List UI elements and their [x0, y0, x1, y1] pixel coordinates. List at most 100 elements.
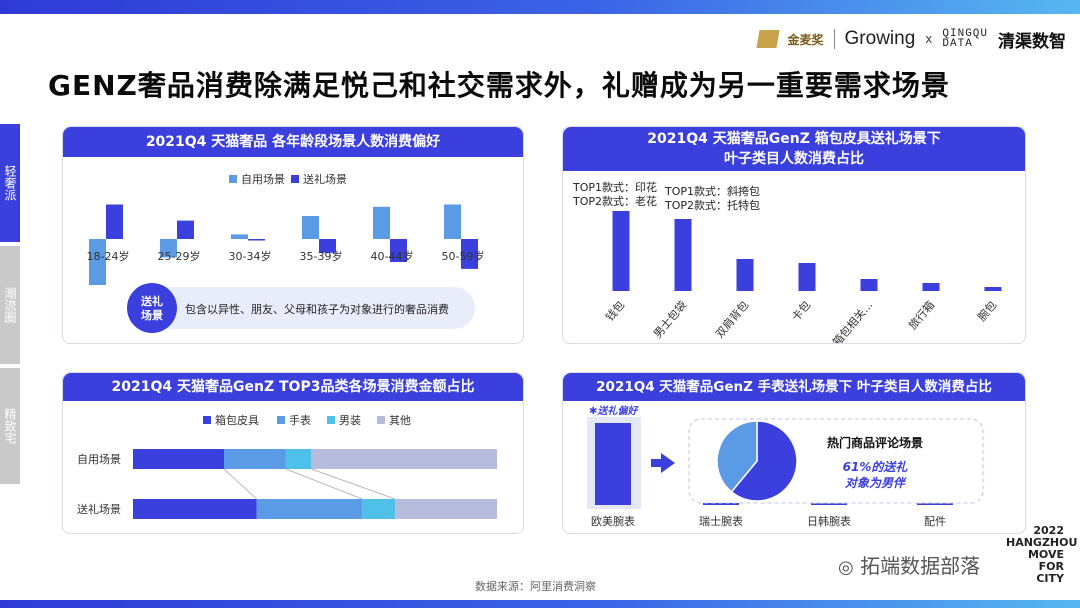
- bar: [612, 211, 630, 291]
- category-label: 18-24岁: [87, 249, 130, 263]
- event-year: 2022: [1033, 524, 1064, 537]
- stacked-bar-segment: [256, 499, 363, 519]
- bags-gift-chart: 钱包 男士包袋 双肩背包 卡包 箱包相关... 旅行箱 腕包TOP1款式：印花TOP2款式：…: [572, 180, 1002, 343]
- panel-bags-gift: 2021Q4 天猫奢品GenZ 箱包皮具送礼场景下 叶子类目人数消费占比 钱包男…: [562, 126, 1026, 344]
- category-label: 配件: [924, 515, 946, 528]
- legend-swatch: [377, 416, 385, 424]
- legend-swatch: [291, 175, 299, 183]
- qingqu-logo-bottom: DATA: [942, 38, 973, 50]
- side-tab-home[interactable]: 精致宅: [0, 368, 20, 484]
- annotation-text: TOP1款式：印花: [572, 180, 657, 194]
- bar: [302, 216, 319, 239]
- category-label: 自用场景: [77, 452, 121, 466]
- bar: [444, 204, 461, 239]
- category-label: 日韩腕表: [807, 514, 851, 528]
- stacked-bar-segment: [133, 449, 224, 469]
- pie-slice: [716, 420, 758, 493]
- watermark-text: 拓端数据部落: [860, 554, 981, 578]
- category-label: 双肩背包: [712, 298, 751, 341]
- callout-text: 包含以异性、朋友、父母和孩子为对象进行的奢品消费: [185, 302, 449, 316]
- legend-label: 男装: [339, 414, 361, 427]
- panel-watch-gift-title: 2021Q4 天猫奢品GenZ 手表送礼场景下 叶子类目人数消费占比: [563, 373, 1025, 401]
- qingqu-logo-mark: QINGQU DATA: [942, 29, 988, 50]
- side-tab-light-luxury[interactable]: 轻奢派: [0, 124, 20, 242]
- bottom-gradient-bar: [0, 600, 1080, 608]
- bar: [89, 239, 106, 285]
- panel-age-scene: 2021Q4 天猫奢品 各年龄段场景人数消费偏好 自用场景 送礼场景 18-24岁 2…: [62, 126, 524, 344]
- legend-label: 箱包皮具: [215, 413, 259, 427]
- legend-swatch: [229, 175, 237, 183]
- connector-line: [285, 468, 363, 500]
- category-label: 箱包相关...: [830, 298, 876, 343]
- stacked-bar-segment: [224, 449, 286, 469]
- category-label: 35-39岁: [300, 249, 343, 263]
- bar: [595, 423, 631, 505]
- bar: [177, 220, 194, 239]
- bar: [106, 204, 123, 239]
- category-label: 瑞士腕表: [699, 514, 743, 528]
- side-tab-label: 潮流圈: [3, 287, 17, 323]
- pie-title: 热门商品评论场景: [827, 435, 923, 450]
- logo-divider: [833, 29, 835, 49]
- callout-tag-line2: 场景: [141, 308, 163, 322]
- watermark: ◎ 拓端数据部落: [838, 550, 980, 579]
- panel-top3-amount: 2021Q4 天猫奢品GenZ TOP3品类各场景消费金额占比 箱包皮具 手表 男装…: [62, 372, 524, 534]
- top-gradient-bar: [0, 0, 1080, 14]
- jinmai-logo-icon: [755, 30, 780, 48]
- side-tab-trend[interactable]: 潮流圈: [0, 246, 20, 364]
- panel-bags-gift-title-text: 2021Q4 天猫奢品GenZ 箱包皮具送礼场景下 叶子类目人数消费占比: [647, 131, 941, 167]
- bar: [319, 239, 336, 253]
- category-label: 腕包: [974, 298, 999, 324]
- category-label: 男士包袋: [650, 298, 689, 341]
- panel-top3-amount-title: 2021Q4 天猫奢品GenZ TOP3品类各场景消费金额占比: [63, 373, 523, 401]
- qingqu-logo-text: 清渠数智: [998, 31, 1066, 52]
- category-label: 欧美腕表: [591, 514, 635, 528]
- annotation-text: TOP1款式：斜挎包: [664, 184, 760, 198]
- category-label: 送礼场景: [77, 502, 121, 516]
- bar: [160, 239, 177, 258]
- highlight-label: ✱送礼偏好: [589, 405, 639, 417]
- legend-label: 送礼场景: [303, 172, 347, 186]
- pie-slice: [730, 420, 798, 502]
- legend-swatch: [203, 416, 211, 424]
- bar: [984, 287, 1002, 291]
- bar: [798, 263, 816, 291]
- bar: [811, 503, 847, 505]
- callout-tag-line1: 送礼: [140, 294, 163, 308]
- arrow-shaft: [651, 459, 661, 467]
- legend-label: 自用场景: [241, 172, 285, 186]
- annotation-text: TOP2款式：托特包: [664, 198, 760, 212]
- connector-line: [311, 468, 396, 500]
- category-label: 旅行箱: [905, 298, 937, 332]
- panel-age-scene-title: 2021Q4 天猫奢品 各年龄段场景人数消费偏好: [63, 127, 523, 157]
- pie-text-line2: 对象为男伴: [845, 476, 907, 490]
- annotation-text: TOP2款式：老花: [572, 194, 657, 208]
- bar: [922, 283, 940, 291]
- side-tabs: 轻奢派 潮流圈 精致宅: [0, 124, 22, 484]
- bar: [736, 259, 754, 291]
- category-label: 25-29岁: [158, 249, 201, 263]
- panel-bags-gift-title: 2021Q4 天猫奢品GenZ 箱包皮具送礼场景下 叶子类目人数消费占比: [563, 127, 1025, 171]
- stacked-bar-segment: [395, 499, 497, 519]
- bar: [390, 239, 407, 262]
- side-tab-label: 轻奢派: [3, 165, 17, 201]
- logo-bar: 金麦奖 Growing x QINGQU DATA 清渠数智: [755, 26, 1066, 52]
- bar: [674, 219, 692, 291]
- bar: [860, 279, 878, 291]
- category-label: 钱包: [602, 298, 627, 324]
- bar: [461, 239, 478, 269]
- stacked-bar-segment: [311, 449, 497, 469]
- legend-swatch: [277, 416, 285, 424]
- callout-background: [135, 287, 475, 329]
- bar: [248, 239, 265, 241]
- growing-logo: Growing: [844, 28, 916, 49]
- bar: [373, 206, 390, 239]
- category-label: 50-59岁: [442, 249, 485, 263]
- stacked-bar-segment: [133, 499, 257, 519]
- panel-watch-gift: 2021Q4 天猫奢品GenZ 手表送礼场景下 叶子类目人数消费占比 ✱送礼偏好…: [562, 372, 1026, 534]
- event-city: HANGZHOU: [1006, 536, 1078, 549]
- callout-tag-circle: [127, 283, 177, 333]
